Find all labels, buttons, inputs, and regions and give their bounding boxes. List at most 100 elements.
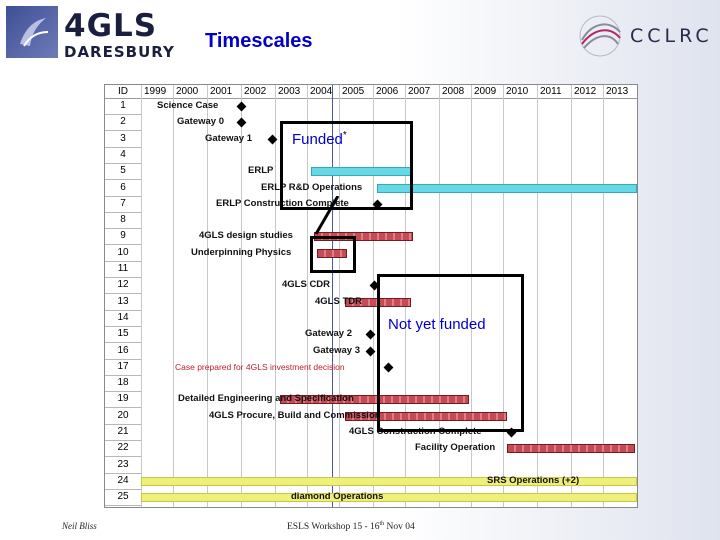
year-gridline — [373, 85, 374, 507]
year-label: 2004 — [310, 86, 333, 97]
row-id: 20 — [105, 408, 141, 425]
year-gridline — [439, 85, 440, 507]
not-funded-box — [377, 274, 524, 432]
not-funded-label: Not yet funded — [388, 316, 486, 333]
year-gridline — [571, 85, 572, 507]
year-label: 2005 — [342, 86, 365, 97]
year-gridline — [603, 85, 604, 507]
footer-event: ESLS Workshop 15 - 16th Nov 04 — [287, 521, 415, 533]
year-label: 2003 — [278, 86, 301, 97]
milestone-marker — [236, 101, 247, 112]
task-bar — [141, 493, 637, 503]
funded-label: Funded* — [292, 130, 347, 148]
year-gridline — [173, 85, 174, 507]
task-label: ERLP R&D Operations — [261, 181, 363, 193]
row-id: 19 — [105, 391, 141, 409]
funded-connector — [310, 195, 340, 236]
cclrc-logo-text: CCLRC — [630, 25, 713, 47]
task-label: 4GLS CDR — [282, 279, 331, 291]
4gls-logo-emblem — [6, 6, 58, 58]
task-bar — [507, 444, 635, 454]
task-bar — [345, 411, 507, 421]
task-label: SRS Operations (+2) — [487, 474, 580, 486]
year-label: 2009 — [474, 86, 497, 97]
year-label: 2008 — [442, 86, 465, 97]
row-id: 24 — [105, 473, 141, 490]
row-id: 11 — [105, 261, 141, 278]
task-label: ERLP — [248, 165, 274, 177]
task-label: 4GLS design studies — [199, 230, 293, 242]
task-bar — [317, 248, 347, 258]
task-bar — [377, 183, 637, 193]
row-id: 15 — [105, 326, 141, 344]
year-label: 2002 — [244, 86, 267, 97]
cclrc-globe-icon — [576, 12, 624, 60]
year-label: 2011 — [540, 86, 562, 97]
logo-daresbury-text: DARESBURY — [64, 43, 175, 61]
today-marker-line — [332, 85, 333, 507]
row-id: 7 — [105, 196, 141, 213]
year-label: 2013 — [606, 86, 629, 97]
year-gridline — [141, 85, 142, 507]
row-id: 18 — [105, 375, 141, 393]
year-label: 2007 — [408, 86, 431, 97]
task-label: 4GLS TDR — [315, 295, 362, 307]
year-gridline — [339, 85, 340, 507]
row-id: 17 — [105, 359, 141, 376]
task-label: Case prepared for 4GLS investment decisi… — [175, 361, 345, 372]
task-label: Gateway 3 — [313, 344, 360, 356]
funded-box — [280, 121, 413, 210]
milestone-marker — [236, 117, 247, 128]
row-id: 5 — [105, 163, 141, 181]
row-id: 8 — [105, 212, 141, 230]
footer-author: Neil Bliss — [62, 521, 97, 531]
year-gridline — [241, 85, 242, 507]
task-label: Gateway 0 — [177, 116, 224, 128]
task-label: 4GLS Procure, Build and Commission — [209, 409, 381, 421]
id-column: ID 1 2 3 4 5 6 7 8 9 10 11 12 13 14 15 16 17 18 19 20 21 22 23… — [105, 85, 142, 507]
task-bar — [141, 476, 637, 486]
year-label: 2010 — [506, 86, 529, 97]
year-label: 2001 — [210, 86, 233, 97]
year-label: 2006 — [376, 86, 399, 97]
year-gridline — [471, 85, 472, 507]
row-id: 22 — [105, 440, 141, 458]
row-id: 9 — [105, 228, 141, 246]
funded-focus-box — [310, 236, 356, 273]
task-label: Facility Operation — [415, 442, 496, 454]
page-title: Timescales — [205, 30, 313, 52]
year-gridline — [503, 85, 504, 507]
row-id: 25 — [105, 489, 141, 507]
year-gridline — [275, 85, 276, 507]
year-label: 1999 — [144, 86, 167, 97]
year-label: 2000 — [176, 86, 199, 97]
year-gridline — [537, 85, 538, 507]
logo-4gls-text: 4GLS — [64, 8, 158, 44]
task-label: diamond Operations — [291, 491, 384, 503]
row-id: 21 — [105, 424, 141, 441]
row-id: 16 — [105, 343, 141, 360]
row-id: 1 — [105, 98, 141, 115]
row-id: 12 — [105, 277, 141, 295]
row-id: 3 — [105, 131, 141, 148]
year-label: 2012 — [574, 86, 597, 97]
row-id: 23 — [105, 457, 141, 474]
task-label: Underpinning Physics — [191, 246, 292, 258]
row-id: 4 — [105, 147, 141, 164]
row-id: 10 — [105, 245, 141, 262]
task-label: Detailed Engineering and Specification — [178, 393, 354, 405]
row-id: 14 — [105, 310, 141, 327]
year-gridline — [307, 85, 308, 507]
year-gridline — [207, 85, 208, 507]
id-header: ID — [105, 85, 141, 99]
task-label: Science Case — [157, 100, 219, 111]
row-id: 6 — [105, 180, 141, 197]
header-divider — [105, 98, 637, 99]
task-label: Gateway 2 — [305, 328, 352, 340]
swirl-icon — [20, 18, 49, 47]
task-label: Gateway 1 — [205, 132, 252, 144]
gantt-chart: ID 1 2 3 4 5 6 7 8 9 10 11 12 13 14 15 16 17 18 19 20 21 22 23… — [104, 84, 638, 508]
row-id: 2 — [105, 114, 141, 132]
year-gridline — [405, 85, 406, 507]
row-id: 13 — [105, 294, 141, 311]
